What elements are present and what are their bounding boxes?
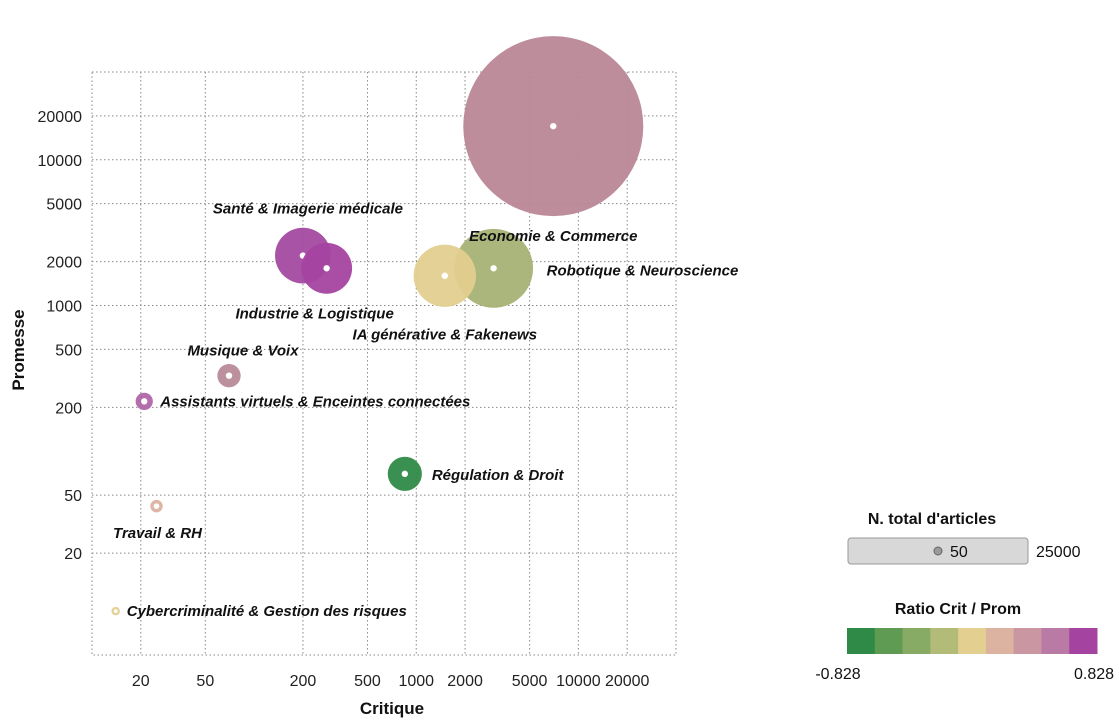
size-legend-marker	[933, 546, 943, 556]
y-tick-label: 1000	[46, 299, 82, 316]
bubble-label: Industrie & Logistique	[235, 305, 393, 322]
x-tick-label: 20000	[605, 673, 650, 690]
y-axis-title: Promesse	[9, 309, 28, 390]
y-axis-ticks: 20 50 200 500 1000 2000 5000 10000 20000	[38, 109, 83, 563]
x-tick-label: 5000	[512, 673, 548, 690]
bubble-label: IA générative & Fakenews	[353, 327, 538, 344]
bubble-label: Robotique & Neuroscience	[547, 262, 739, 279]
bubble-label: Economie & Commerce	[469, 228, 637, 245]
color-swatch	[1013, 628, 1042, 654]
color-legend-max-label: 0.828	[1074, 666, 1114, 683]
bubble-label: Assistants virtuels & Enceintes connecté…	[159, 393, 470, 410]
bubble-center-dot	[441, 272, 449, 279]
color-swatch	[847, 628, 876, 654]
y-tick-label: 200	[55, 400, 82, 417]
x-tick-label: 20	[132, 673, 150, 690]
size-legend: N. total d'articles 50 25000	[847, 511, 1081, 565]
bubble-label: Travail & RH	[113, 525, 203, 542]
bubble-labels: Economie & Commerce Santé & Imagerie médi…	[113, 201, 738, 621]
color-swatch	[902, 628, 931, 654]
color-swatch	[1069, 628, 1098, 654]
x-tick-label: 2000	[447, 673, 483, 690]
bubble-center-dot	[153, 503, 160, 509]
x-tick-label: 50	[196, 673, 214, 690]
color-legend-min-label: -0.828	[815, 666, 860, 683]
y-tick-label: 2000	[46, 255, 82, 272]
x-tick-label: 1000	[398, 673, 434, 690]
color-swatch	[930, 628, 959, 654]
size-legend-max-label: 25000	[1036, 544, 1081, 561]
color-legend: Ratio Crit / Prom -0.828 0.828	[815, 601, 1114, 683]
x-tick-label: 10000	[556, 673, 601, 690]
x-axis-ticks: 20 50 200 500 1000 2000 5000 10000 20000	[132, 673, 650, 690]
bubbles	[111, 36, 644, 616]
y-tick-label: 20	[64, 546, 82, 563]
color-swatch	[985, 628, 1015, 654]
x-tick-label: 200	[290, 673, 317, 690]
bubble-center-dot	[225, 372, 233, 379]
bubble-center-dot	[113, 609, 118, 614]
bubble-label: Musique & Voix	[187, 343, 299, 360]
color-swatch	[1041, 628, 1070, 654]
bubble-label: Régulation & Droit	[432, 467, 565, 484]
bubble-center-dot	[141, 398, 148, 405]
bubble-center-dot	[323, 265, 330, 272]
bubble-label: Cybercriminalité & Gestion des risques	[127, 603, 407, 620]
size-legend-title: N. total d'articles	[868, 511, 996, 528]
x-tick-label: 500	[354, 673, 381, 690]
y-tick-label: 10000	[38, 153, 83, 170]
bubble-center-dot	[550, 122, 557, 130]
bubble-center-dot	[490, 265, 497, 272]
size-legend-min-label: 50	[950, 544, 968, 561]
color-swatch	[958, 628, 987, 654]
y-tick-label: 500	[55, 342, 82, 359]
color-legend-swatches	[847, 628, 1098, 654]
bubble-center-dot	[401, 470, 409, 478]
y-tick-label: 5000	[46, 197, 82, 214]
plot-frame	[91, 71, 677, 656]
x-axis-title: Critique	[360, 699, 424, 718]
y-tick-label: 50	[64, 488, 82, 505]
color-swatch	[874, 628, 904, 654]
y-tick-label: 20000	[38, 109, 83, 126]
color-legend-title: Ratio Crit / Prom	[895, 601, 1021, 618]
bubble-label: Santé & Imagerie médicale	[213, 201, 403, 218]
